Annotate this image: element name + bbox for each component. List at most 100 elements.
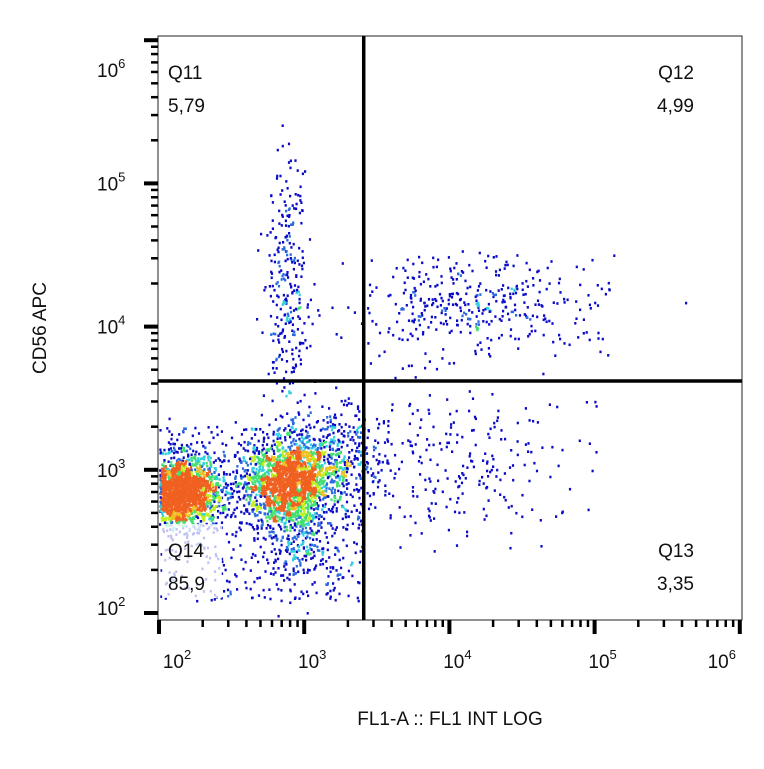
- event-dot: [243, 474, 246, 478]
- event-dot: [189, 495, 192, 498]
- event-dot: [283, 529, 286, 533]
- event-dot: [315, 512, 318, 515]
- event-dot: [297, 354, 301, 358]
- event-dot: [289, 499, 292, 502]
- event-dot: [273, 455, 276, 459]
- event-dot: [276, 281, 279, 284]
- event-dot: [301, 472, 304, 476]
- event-dot: [273, 548, 276, 551]
- event-dot: [333, 499, 336, 503]
- event-dot: [276, 174, 279, 178]
- event-dot: [356, 405, 360, 408]
- event-dot: [339, 466, 342, 469]
- event-dot: [513, 288, 516, 292]
- event-dot: [213, 598, 216, 601]
- event-dot: [193, 498, 196, 502]
- event-dot: [345, 509, 348, 513]
- event-dot: [298, 349, 301, 353]
- event-dot: [272, 530, 275, 534]
- event-dot: [161, 501, 165, 505]
- event-dot: [271, 284, 274, 288]
- event-dot: [323, 479, 326, 483]
- event-dot: [229, 496, 232, 500]
- event-dot: [241, 467, 245, 470]
- event-dot: [161, 481, 164, 485]
- event-dot: [214, 489, 217, 492]
- event-dot: [322, 439, 325, 443]
- event-dot: [215, 483, 218, 486]
- event-dot: [510, 310, 513, 314]
- event-dot: [340, 432, 343, 435]
- event-dot: [289, 456, 292, 459]
- event-dot: [272, 527, 275, 531]
- event-dot: [304, 429, 308, 433]
- event-dot: [319, 469, 322, 473]
- event-dot: [171, 497, 174, 501]
- event-dot: [307, 499, 311, 502]
- event-dot: [175, 478, 178, 481]
- event-dot: [449, 267, 452, 270]
- event-dot: [200, 465, 203, 468]
- event-dot: [293, 528, 296, 532]
- event-dot: [264, 476, 267, 480]
- event-dot: [350, 510, 353, 514]
- event-dot: [211, 484, 214, 487]
- event-dot: [191, 520, 194, 524]
- event-dot: [257, 560, 260, 564]
- event-dot: [351, 561, 354, 565]
- event-dot: [315, 507, 318, 510]
- event-dot: [319, 429, 322, 432]
- event-dot: [186, 510, 189, 514]
- event-dot: [273, 489, 276, 493]
- event-dot: [210, 463, 213, 467]
- event-dot: [278, 241, 281, 245]
- event-dot: [269, 468, 272, 472]
- event-dot: [314, 489, 317, 493]
- event-dot: [333, 470, 336, 473]
- event-dot: [190, 470, 193, 474]
- event-dot: [299, 488, 302, 491]
- event-dot: [235, 575, 238, 578]
- event-dot: [183, 509, 186, 512]
- event-dot: [294, 515, 297, 519]
- event-dot: [296, 500, 299, 504]
- event-dot: [184, 476, 187, 480]
- event-dot: [252, 508, 255, 511]
- event-dot: [185, 513, 188, 516]
- event-dot: [552, 340, 555, 344]
- event-dot: [183, 480, 186, 484]
- event-dot: [329, 443, 332, 447]
- event-dot: [443, 307, 446, 310]
- event-dot: [312, 451, 315, 454]
- event-dot: [212, 515, 215, 519]
- event-dot: [515, 314, 518, 317]
- event-dot: [311, 482, 314, 485]
- event-dot: [310, 483, 313, 487]
- event-dot: [184, 427, 187, 431]
- event-dot: [216, 516, 219, 519]
- event-dot: [566, 298, 569, 302]
- event-dot: [279, 550, 282, 553]
- event-dot: [278, 341, 281, 344]
- event-dot: [287, 508, 290, 511]
- event-dot: [159, 483, 162, 487]
- event-dot: [301, 524, 304, 527]
- event-dot: [283, 492, 286, 496]
- event-dot: [313, 283, 316, 286]
- event-dot: [306, 303, 309, 306]
- event-dot: [334, 439, 337, 443]
- event-dot: [536, 270, 539, 274]
- event-dot: [172, 510, 176, 514]
- event-dot: [217, 494, 220, 498]
- event-dot: [199, 486, 202, 489]
- event-dot: [162, 476, 165, 480]
- event-dot: [221, 460, 224, 464]
- event-dot: [304, 476, 307, 479]
- event-dot: [552, 301, 555, 304]
- event-dot: [438, 292, 442, 296]
- event-dot: [293, 499, 296, 503]
- event-dot: [227, 594, 230, 598]
- event-dot: [288, 214, 291, 217]
- event-dot: [319, 523, 322, 527]
- event-dot: [286, 506, 289, 510]
